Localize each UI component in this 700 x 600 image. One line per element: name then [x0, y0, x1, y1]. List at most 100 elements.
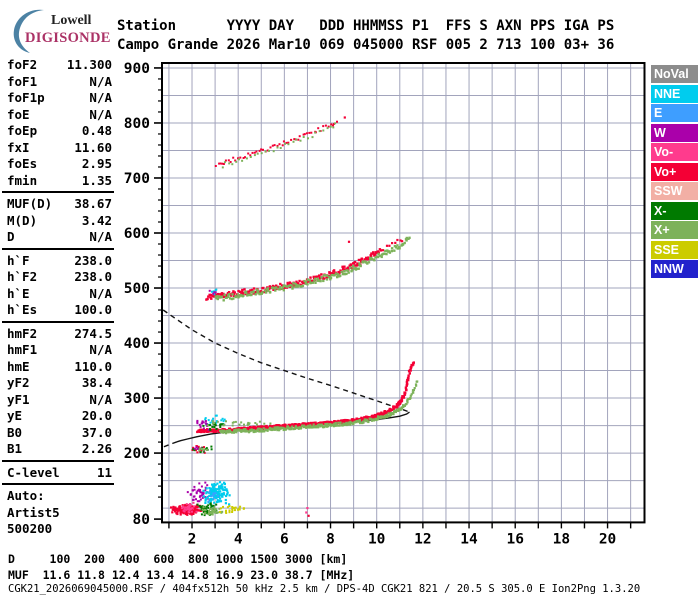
x-axis-tick-label: 16	[506, 531, 523, 547]
legend-item-SSE: SSE	[651, 240, 698, 259]
header-column-labels: Station YYYY DAY DDD HHMMSS P1 FFS S AXN…	[117, 18, 615, 34]
param-value: N/A	[89, 285, 112, 301]
param-row-hmF1: hmF1 N/A	[2, 342, 114, 359]
legend-item-NNW: NNW	[651, 260, 698, 278]
param-row-MD: M(D) 3.42	[2, 213, 114, 230]
param-row-hF2: h`F2 238.0	[2, 269, 114, 286]
param-label: foF1	[7, 73, 38, 89]
param-label: C-level	[7, 464, 60, 480]
legend-item-E: E	[651, 104, 698, 122]
panel-separator	[2, 320, 114, 323]
x-axis-tick-label: 14	[460, 531, 478, 547]
param-label: foE	[7, 106, 30, 122]
y-axis-tick-label: 700	[124, 171, 150, 187]
header-column-values: Campo Grande 2026 Mar10 069 045000 RSF 0…	[117, 37, 615, 53]
x-axis-tick-label: 8	[326, 531, 335, 547]
param-label: hmF2	[7, 325, 38, 341]
y-axis-tick-label: 500	[124, 281, 150, 297]
param-row-Clevel: C-level 11	[2, 465, 114, 482]
param-row-foEp: foEp 0.48	[2, 123, 114, 140]
param-row-D: D N/A	[2, 229, 114, 246]
param-row-hE: h`E N/A	[2, 286, 114, 303]
param-label: hmE	[7, 358, 30, 374]
logo-crescent-icon	[13, 9, 44, 53]
param-row-foEs: foEs 2.95	[2, 156, 114, 173]
param-label: h`F	[7, 252, 30, 268]
param-row-fmin: fmin 1.35	[2, 173, 114, 190]
param-value: 3.42	[81, 212, 112, 228]
param-label: MUF(D)	[7, 196, 53, 211]
param-label: foF2	[7, 57, 38, 72]
param-label: hmF1	[7, 342, 38, 357]
profile-below-fmin-dashed	[163, 441, 178, 448]
x-axis-tick-label: 18	[553, 531, 570, 547]
param-label: yF2	[7, 375, 30, 390]
x-axis-tick-label: 6	[280, 531, 289, 547]
param-row-yF2: yF2 38.4	[2, 375, 114, 392]
param-label: fxI	[7, 139, 30, 155]
muf-distance-row: D 100 200 400 600 800 1000 1500 3000 [km…	[8, 552, 348, 566]
param-label: B1	[7, 441, 23, 456]
direction-color-legend: NoVal NNE E W Vo- Vo+ SSW X- X+ SSE NNW	[651, 65, 698, 280]
param-label: M(D)	[7, 212, 38, 228]
param-value: N/A	[89, 391, 112, 407]
param-value: 274.5	[74, 325, 112, 341]
param-label: h`Es	[7, 302, 38, 317]
param-row-hmF2: hmF2 274.5	[2, 326, 114, 343]
y-axis-tick-label: 800	[124, 116, 150, 132]
param-row-foE: foE N/A	[2, 107, 114, 124]
param-value: 11.300	[66, 57, 112, 72]
file-info-line: CGK21_2026069045000.RSF / 404fx512h 50 k…	[8, 583, 641, 595]
param-value: N/A	[89, 229, 112, 244]
param-value: 1.35	[81, 172, 112, 188]
param-value: 110.0	[74, 358, 112, 374]
param-label: h`E	[7, 285, 30, 301]
x-axis-tick-label: 2	[188, 531, 197, 547]
param-value: N/A	[89, 73, 112, 89]
param-value: N/A	[89, 106, 112, 122]
x-axis-tick-label: 12	[414, 531, 431, 547]
x-axis-tick-label: 4	[234, 531, 243, 547]
param-value: 37.0	[81, 424, 112, 440]
x-axis-tick-label: 10	[368, 531, 385, 547]
panel-separator	[2, 247, 114, 250]
muf-distance-table: D 100 200 400 600 800 1000 1500 3000 [km…	[8, 552, 354, 583]
param-row-foF1: foF1 N/A	[2, 74, 114, 91]
param-row-hEs: h`Es 100.0	[2, 302, 114, 319]
param-label: yE	[7, 408, 23, 423]
param-row-hmE: hmE 110.0	[2, 359, 114, 376]
param-value: 100.0	[74, 302, 112, 317]
panel-separator	[2, 459, 114, 462]
param-value: N/A	[89, 342, 112, 357]
x-axis-tick-label: 20	[599, 531, 616, 547]
param-row-foF1p: foF1p N/A	[2, 90, 114, 107]
profile-topside-dashed	[162, 309, 410, 413]
param-label: foF1p	[7, 90, 45, 105]
param-value: 2.95	[81, 156, 112, 171]
param-label: foEp	[7, 123, 38, 138]
param-row-B1: B1 2.26	[2, 441, 114, 458]
param-row-hF: h`F 238.0	[2, 253, 114, 270]
autoscaling-info-line: Auto:	[7, 488, 45, 503]
y-axis-tick-label: 200	[124, 446, 150, 462]
param-value: 2.26	[81, 441, 112, 456]
legend-item-Vo+: Vo+	[651, 162, 698, 181]
param-row-yF1: yF1 N/A	[2, 392, 114, 409]
muf-frequency-row: MUF 11.6 11.8 12.4 13.4 14.8 16.9 23.0 3…	[8, 567, 355, 582]
param-value: 11	[96, 464, 112, 480]
lowell-digisonde-logo: Lowell DIGISONDE	[8, 4, 113, 54]
param-label: h`F2	[7, 269, 38, 284]
param-value: 0.48	[81, 123, 112, 138]
param-label: D	[7, 229, 15, 244]
panel-separator	[2, 191, 114, 193]
legend-item-X+: X+	[651, 221, 698, 239]
logo-digisonde-text: DIGISONDE	[25, 30, 111, 46]
param-row-foF2: foF2 11.300	[2, 57, 114, 74]
param-label: foEs	[7, 156, 38, 171]
param-label: B0	[7, 424, 23, 440]
param-value: 238.0	[74, 252, 112, 268]
param-value: 238.0	[74, 269, 112, 284]
param-value: 20.0	[81, 408, 112, 423]
